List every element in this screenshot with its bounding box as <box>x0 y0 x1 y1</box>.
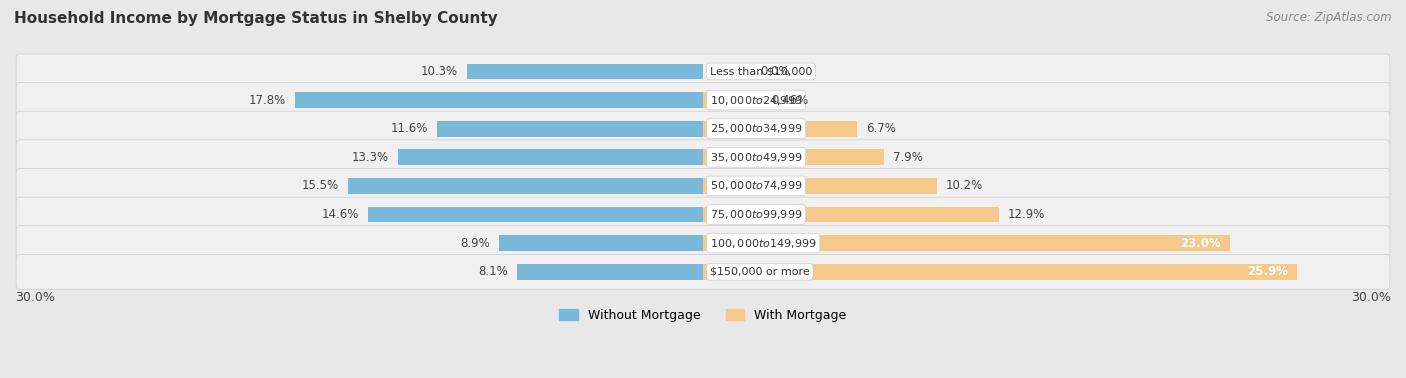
Text: 11.6%: 11.6% <box>391 122 427 135</box>
Text: 10.2%: 10.2% <box>946 180 983 192</box>
Text: 0.46%: 0.46% <box>770 93 808 107</box>
Text: $100,000 to $149,999: $100,000 to $149,999 <box>710 237 817 249</box>
Text: 8.9%: 8.9% <box>460 237 489 249</box>
Text: $150,000 or more: $150,000 or more <box>710 267 810 277</box>
Text: $25,000 to $34,999: $25,000 to $34,999 <box>710 122 803 135</box>
Text: $35,000 to $49,999: $35,000 to $49,999 <box>710 151 803 164</box>
Text: 25.9%: 25.9% <box>1247 265 1288 278</box>
Text: Household Income by Mortgage Status in Shelby County: Household Income by Mortgage Status in S… <box>14 11 498 26</box>
Legend: Without Mortgage, With Mortgage: Without Mortgage, With Mortgage <box>554 304 852 327</box>
Text: Source: ZipAtlas.com: Source: ZipAtlas.com <box>1267 11 1392 24</box>
Text: 7.9%: 7.9% <box>893 151 924 164</box>
Bar <box>437 121 703 136</box>
Bar <box>703 235 1230 251</box>
Text: $50,000 to $74,999: $50,000 to $74,999 <box>710 180 803 192</box>
FancyBboxPatch shape <box>15 140 1391 175</box>
Text: 30.0%: 30.0% <box>15 291 55 304</box>
FancyBboxPatch shape <box>15 226 1391 260</box>
Bar <box>703 121 856 136</box>
FancyBboxPatch shape <box>15 197 1391 232</box>
Bar <box>467 64 703 79</box>
Bar <box>703 207 998 222</box>
Text: 12.9%: 12.9% <box>1008 208 1046 221</box>
Text: 30.0%: 30.0% <box>1351 291 1391 304</box>
Bar <box>703 149 884 165</box>
FancyBboxPatch shape <box>15 254 1391 289</box>
Bar <box>295 92 703 108</box>
Bar <box>703 178 936 194</box>
Bar <box>703 264 1296 280</box>
Text: Less than $10,000: Less than $10,000 <box>710 67 813 76</box>
FancyBboxPatch shape <box>15 111 1391 146</box>
Text: $10,000 to $24,999: $10,000 to $24,999 <box>710 93 803 107</box>
Bar <box>703 92 714 108</box>
Text: 14.6%: 14.6% <box>322 208 359 221</box>
Bar <box>499 235 703 251</box>
Text: 10.3%: 10.3% <box>420 65 457 78</box>
Bar <box>398 149 703 165</box>
Text: 23.0%: 23.0% <box>1181 237 1222 249</box>
Text: 6.7%: 6.7% <box>866 122 896 135</box>
Text: 13.3%: 13.3% <box>352 151 389 164</box>
Bar <box>517 264 703 280</box>
FancyBboxPatch shape <box>15 169 1391 203</box>
Text: 15.5%: 15.5% <box>301 180 339 192</box>
FancyBboxPatch shape <box>15 54 1391 89</box>
Text: 0.0%: 0.0% <box>761 65 790 78</box>
Bar <box>347 178 703 194</box>
Bar <box>368 207 703 222</box>
Text: 8.1%: 8.1% <box>478 265 508 278</box>
Text: 17.8%: 17.8% <box>249 93 285 107</box>
FancyBboxPatch shape <box>15 82 1391 118</box>
Text: $75,000 to $99,999: $75,000 to $99,999 <box>710 208 803 221</box>
